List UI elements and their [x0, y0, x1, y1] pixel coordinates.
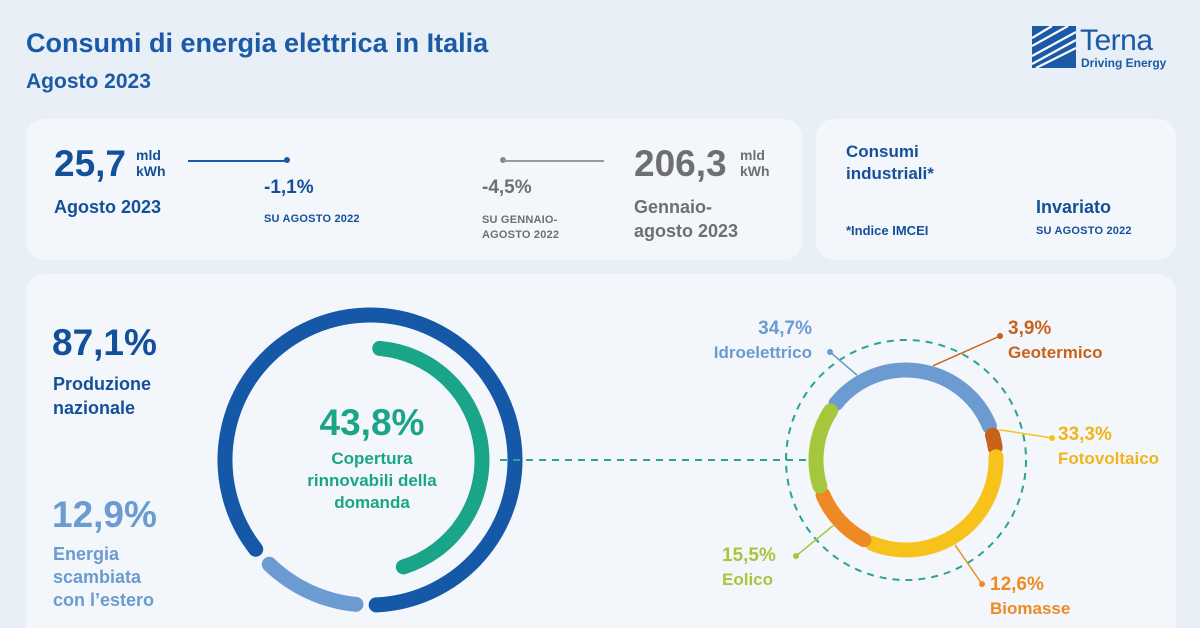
monthly-unit-line2: kWh: [136, 163, 166, 179]
exchange-label: Energia scambiata con l’estero: [53, 543, 154, 612]
monthly-value: 25,7: [54, 143, 127, 184]
industrial-status-ref: SU AGOSTO 2022: [1036, 225, 1132, 237]
label-idro-name: Idroelettrico: [713, 343, 812, 362]
ytd-change-ref-line1: SU GENNAIO-: [482, 214, 558, 226]
ytd-unit-line2: kWh: [740, 163, 770, 179]
national-arc: [217, 307, 523, 613]
label-idro-pct: 34,7%: [758, 318, 812, 339]
monthly-period: Agosto 2023: [54, 197, 162, 217]
leader-idro: [829, 351, 858, 376]
ytd-change-ref: SU GENNAIO- AGOSTO 2022: [482, 213, 559, 243]
label-idro: 34,7% Idroelettrico: [700, 318, 812, 363]
monthly-unit-line1: mld: [136, 147, 161, 163]
renewables-slice-fotovoltaico: [865, 449, 1004, 558]
page-subtitle: Agosto 2023: [26, 70, 151, 93]
exchange-label-line3: con l’estero: [53, 590, 155, 610]
renewables-slice-geotermico: [984, 427, 1003, 455]
exchange-label-line1: Energia: [53, 544, 120, 564]
label-eolico-name: Eolico: [722, 570, 774, 589]
label-eolico-pct: 15,5%: [722, 545, 776, 566]
monthly-change: -1,1%: [264, 177, 314, 198]
monthly-connector-dot: [284, 157, 290, 163]
exchange-arc: [261, 556, 364, 612]
coverage-label-line1: Copertura: [331, 449, 413, 468]
leader-bio: [954, 544, 983, 585]
leader-foto-dot: [1049, 435, 1055, 441]
industrial-card: Consumi industriali* *Indice IMCEI Invar…: [816, 119, 1176, 260]
coverage-label-line3: domanda: [334, 493, 410, 512]
label-bio-pct: 12,6%: [990, 574, 1044, 595]
ytd-period-line2: agosto 2023: [634, 221, 739, 241]
label-geo-name: Geotermico: [1008, 343, 1103, 362]
renewables-coverage-arc: [372, 340, 490, 575]
label-bio: 12,6% Biomasse: [990, 574, 1070, 619]
coverage-block: 43,8% Copertura rinnovabili della domand…: [272, 402, 472, 514]
leader-idro-dot: [827, 349, 833, 355]
industrial-note: *Indice IMCEI: [846, 223, 929, 238]
renewables-slice-idroelettrico: [828, 362, 997, 434]
label-eolico: 15,5% Eolico: [722, 545, 776, 590]
leader-eolico-dot: [793, 553, 799, 559]
industrial-label-line1: Consumi: [846, 142, 919, 161]
ytd-period-line1: Gennaio-: [634, 197, 713, 217]
label-geo-pct: 3,9%: [1008, 318, 1052, 339]
leader-bio-dot: [979, 581, 985, 587]
industrial-label-line2: industriali*: [846, 164, 934, 183]
ytd-period: Gennaio- agosto 2023: [634, 195, 738, 243]
industrial-label: Consumi industriali*: [846, 141, 934, 185]
leader-eolico: [795, 524, 834, 557]
leader-foto: [999, 428, 1053, 439]
monthly-unit: mld kWh: [136, 147, 166, 179]
national-pct: 87,1%: [52, 322, 157, 363]
renewables-ring-chart: [808, 362, 1004, 558]
label-foto: 33,3% Fotovoltaico: [1058, 424, 1159, 469]
industrial-status: Invariato: [1036, 197, 1112, 217]
ytd-change-ref-line2: AGOSTO 2022: [482, 229, 560, 241]
renewables-slice-eolico: [808, 403, 839, 494]
ytd-unit: mld kWh: [740, 147, 770, 179]
coverage-label: Copertura rinnovabili della domanda: [272, 448, 472, 514]
ytd-unit-line1: mld: [740, 147, 765, 163]
national-label-line2: nazionale: [53, 398, 136, 418]
logo-name: Terna: [1080, 24, 1153, 57]
national-label-line1: Produzione: [53, 374, 151, 394]
renewables-slice-biomasse: [815, 487, 872, 548]
exchange-pct: 12,9%: [52, 494, 157, 535]
monthly-connector-line: [188, 160, 286, 162]
ytd-change: -4,5%: [482, 177, 532, 198]
logo-tagline: Driving Energy: [1081, 56, 1167, 70]
production-card: [26, 274, 1176, 628]
consumption-card: 25,7 mld kWh Agosto 2023 -1,1% SU AGOSTO…: [26, 119, 802, 260]
page-title: Consumi di energia elettrica in Italia: [26, 28, 489, 58]
terna-logo-icon: [1032, 26, 1076, 68]
label-foto-pct: 33,3%: [1058, 424, 1112, 445]
exchange-label-line2: scambiata: [53, 567, 142, 587]
ytd-connector-line: [504, 160, 604, 162]
ytd-value: 206,3: [634, 143, 727, 184]
label-bio-name: Biomasse: [990, 599, 1071, 618]
coverage-pct: 43,8%: [319, 402, 425, 443]
leader-geo-dot: [997, 333, 1003, 339]
renewables-dashed-circle: [785, 339, 1027, 581]
ytd-connector-dot: [500, 157, 506, 163]
label-geo: 3,9% Geotermico: [1008, 318, 1102, 363]
coverage-label-line2: rinnovabili della: [307, 471, 437, 490]
renewables-leader-lines: [793, 333, 1055, 587]
monthly-change-ref: SU AGOSTO 2022: [264, 213, 360, 225]
label-foto-name: Fotovoltaico: [1058, 449, 1160, 468]
terna-logo: Terna Driving Energy: [1032, 24, 1182, 72]
production-ring-chart: [217, 307, 523, 613]
leader-geo: [932, 335, 1001, 367]
national-label: Produzione nazionale: [53, 372, 151, 420]
